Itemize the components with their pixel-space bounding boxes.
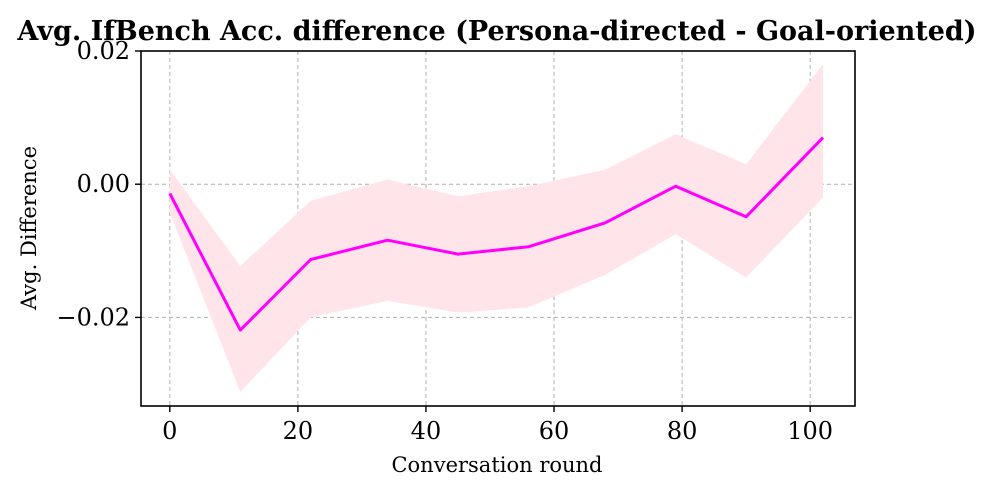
confidence-band — [169, 64, 824, 393]
x-tick-label: 60 — [539, 417, 570, 445]
y-axis-ticks: 0.02 0.00 −0.02 — [56, 37, 141, 331]
y-tick-label: −0.02 — [56, 303, 130, 331]
x-tick-label: 100 — [787, 417, 833, 445]
y-axis-label: Avg. Difference — [17, 146, 41, 311]
x-tick-label: 0 — [162, 417, 177, 445]
chart-title: Avg. IfBench Acc. difference (Persona-di… — [16, 16, 976, 47]
data-series-line — [168, 136, 825, 332]
y-tick-label: 0.00 — [77, 170, 130, 198]
x-tick-label: 20 — [283, 417, 314, 445]
x-axis-label: Conversation round — [391, 453, 602, 477]
y-tick-label: 0.02 — [77, 37, 130, 65]
x-axis-ticks: 0 20 40 60 80 100 — [162, 406, 833, 445]
x-tick-label: 80 — [667, 417, 698, 445]
plot-frame — [140, 50, 856, 407]
x-tick-label: 40 — [411, 417, 442, 445]
